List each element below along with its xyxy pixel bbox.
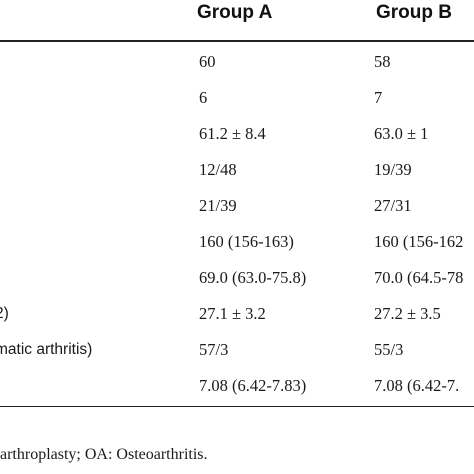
bottom-rule (0, 406, 474, 407)
group-a-value: 6 (199, 88, 208, 107)
group-a-value: 7.08 (6.42-7.83) (199, 376, 307, 395)
header-divider (0, 40, 474, 42)
table-row: 60 58 (0, 44, 474, 80)
group-b-value: 70.0 (64.5-78 (374, 268, 464, 287)
table-row: matic arthritis) 57/3 55/3 (0, 332, 474, 368)
group-b-value: 63.0 ± 1 (374, 124, 429, 143)
group-a-value: 57/3 (199, 340, 229, 359)
group-b-value: 58 (374, 52, 391, 71)
group-a-value: 160 (156-163) (199, 232, 294, 251)
group-a-value: 60 (199, 52, 216, 71)
row-label: 2) (0, 305, 9, 322)
group-b-value: 19/39 (374, 160, 412, 179)
group-a-header: Group A (197, 2, 273, 23)
table-footnote: arthroplasty; OA: Osteoarthritis. (0, 446, 208, 463)
group-b-value: 27.2 ± 3.5 (374, 304, 441, 323)
table-row: 12/48 19/39 (0, 152, 474, 188)
group-b-value: 27/31 (374, 196, 412, 215)
group-a-value: 27.1 ± 3.2 (199, 304, 266, 323)
table-row: 2) 27.1 ± 3.2 27.2 ± 3.5 (0, 296, 474, 332)
group-a-value: 21/39 (199, 196, 237, 215)
table-row: 160 (156-163) 160 (156-162 (0, 224, 474, 260)
table-row: 61.2 ± 8.4 63.0 ± 1 (0, 116, 474, 152)
table-row: 21/39 27/31 (0, 188, 474, 224)
group-b-value: 160 (156-162 (374, 232, 464, 251)
group-a-value: 12/48 (199, 160, 237, 179)
group-a-value: 61.2 ± 8.4 (199, 124, 266, 143)
table-row: 7.08 (6.42-7.83) 7.08 (6.42-7. (0, 368, 474, 404)
table-row: 69.0 (63.0-75.8) 70.0 (64.5-78 (0, 260, 474, 296)
row-label: matic arthritis) (0, 341, 93, 358)
group-b-header: Group B (376, 2, 452, 23)
group-b-value: 7.08 (6.42-7. (374, 376, 460, 395)
group-b-value: 7 (374, 88, 383, 107)
group-b-value: 55/3 (374, 340, 404, 359)
group-a-value: 69.0 (63.0-75.8) (199, 268, 307, 287)
